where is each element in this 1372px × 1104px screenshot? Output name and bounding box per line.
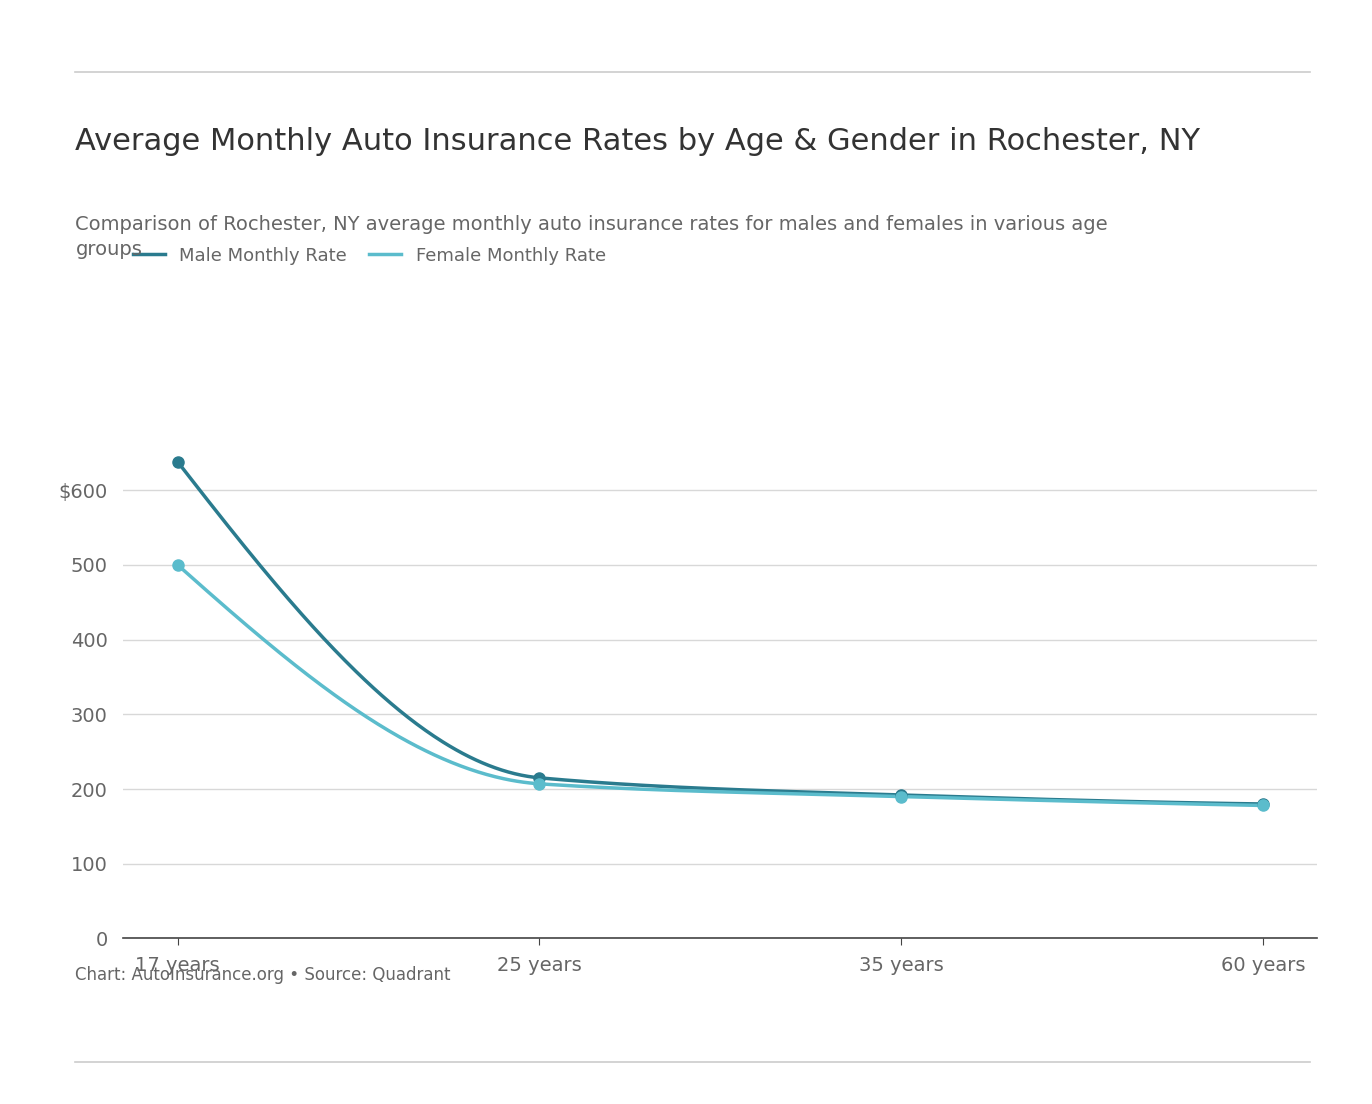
Text: Comparison of Rochester, NY average monthly auto insurance rates for males and f: Comparison of Rochester, NY average mont… — [75, 215, 1109, 259]
Text: Chart: AutoInsurance.org • Source: Quadrant: Chart: AutoInsurance.org • Source: Quadr… — [75, 966, 451, 984]
Text: Average Monthly Auto Insurance Rates by Age & Gender in Rochester, NY: Average Monthly Auto Insurance Rates by … — [75, 127, 1200, 156]
Legend: Male Monthly Rate, Female Monthly Rate: Male Monthly Rate, Female Monthly Rate — [133, 246, 606, 265]
